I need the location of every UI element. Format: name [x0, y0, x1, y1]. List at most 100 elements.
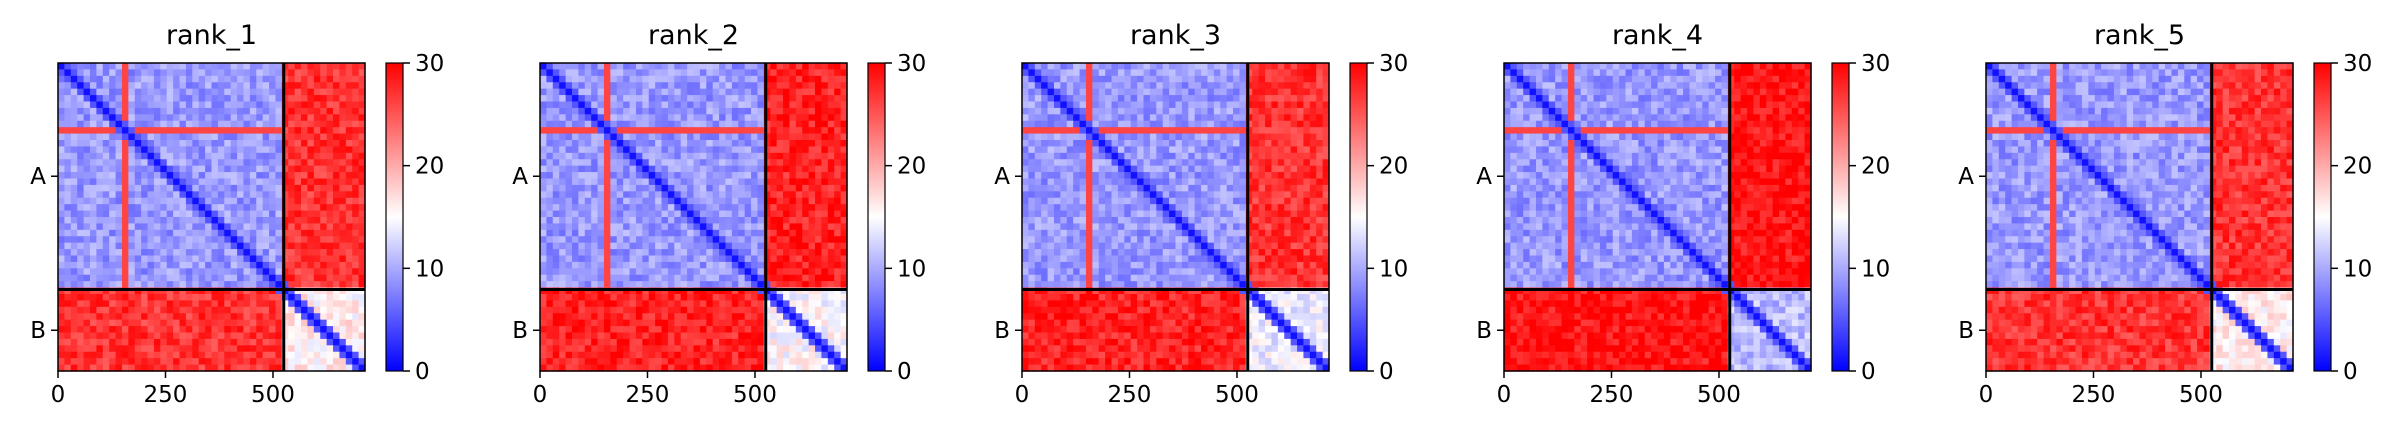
heatmap-cell: [802, 172, 809, 179]
heatmap-cell: [610, 352, 617, 359]
heatmap-cell: [327, 300, 334, 307]
heatmap-cell: [288, 198, 295, 205]
heatmap-cell: [154, 95, 161, 102]
heatmap-cell: [307, 185, 314, 192]
heatmap-cell: [243, 134, 250, 141]
heatmap-cell: [751, 82, 758, 89]
heatmap-cell: [809, 352, 816, 359]
heatmap-cell: [598, 249, 605, 256]
heatmap-cell: [630, 89, 637, 96]
heatmap-cell: [167, 102, 174, 109]
heatmap-cell: [243, 262, 250, 269]
heatmap-cell: [237, 185, 244, 192]
heatmap-cell: [218, 320, 225, 327]
heatmap-cell: [815, 262, 822, 269]
heatmap-cell: [572, 108, 579, 115]
heatmap-cell: [642, 204, 649, 211]
heatmap-cell: [585, 320, 592, 327]
heatmap-cell: [77, 121, 84, 128]
heatmap-cell: [796, 326, 803, 333]
heatmap-cell: [1137, 76, 1144, 83]
heatmap-cell: [610, 121, 617, 128]
heatmap-cell: [275, 146, 282, 153]
heatmap-cell: [1252, 76, 1259, 83]
heatmap-cell: [295, 159, 302, 166]
heatmap-cell: [796, 134, 803, 141]
heatmap-cell: [636, 121, 643, 128]
heatmap-cell: [585, 95, 592, 102]
heatmap-cell: [103, 121, 110, 128]
heatmap-cell: [135, 243, 142, 250]
heatmap-cell: [713, 249, 720, 256]
heatmap-cell: [122, 345, 129, 352]
heatmap-cell: [109, 185, 116, 192]
heatmap-cell: [116, 307, 123, 314]
heatmap-cell: [154, 153, 161, 160]
heatmap-cell: [770, 185, 777, 192]
heatmap-cell: [687, 140, 694, 147]
heatmap-cell: [617, 345, 624, 352]
heatmap-cell: [58, 256, 65, 263]
heatmap-cell: [199, 243, 206, 250]
heatmap-cell: [546, 275, 553, 282]
heatmap-cell: [642, 307, 649, 314]
heatmap-cell: [96, 262, 103, 269]
heatmap-cell: [668, 230, 675, 237]
heatmap-cell: [783, 121, 790, 128]
heatmap-cell: [103, 134, 110, 141]
heatmap-cell: [320, 236, 327, 243]
heatmap-cell: [301, 268, 308, 275]
heatmap-cell: [783, 217, 790, 224]
heatmap-cell: [757, 243, 764, 250]
heatmap-cell: [783, 236, 790, 243]
heatmap-cell: [553, 320, 560, 327]
heatmap-cell: [719, 159, 726, 166]
heatmap-cell: [186, 121, 193, 128]
heatmap-cell: [700, 268, 707, 275]
heatmap-cell: [706, 108, 713, 115]
heatmap-cell: [320, 108, 327, 115]
heatmap-cell: [199, 114, 206, 121]
heatmap-cell: [250, 204, 257, 211]
heatmap-cell: [192, 313, 199, 320]
heatmap-cell: [649, 185, 656, 192]
heatmap-cell: [719, 345, 726, 352]
heatmap-cell: [192, 179, 199, 186]
heatmap-cell: [655, 89, 662, 96]
heatmap-cell: [1118, 63, 1125, 70]
heatmap-cell: [802, 89, 809, 96]
heatmap-cell: [598, 153, 605, 160]
heatmap-cell: [630, 140, 637, 147]
heatmap-cell: [288, 89, 295, 96]
heatmap-cell: [630, 358, 637, 365]
heatmap-cell: [250, 307, 257, 314]
heatmap-cell: [224, 256, 231, 263]
heatmap-cell: [572, 198, 579, 205]
heatmap-cell: [815, 217, 822, 224]
heatmap-cell: [751, 89, 758, 96]
heatmap-cell: [834, 76, 841, 83]
heatmap-cell: [64, 275, 71, 282]
heatmap-cell: [655, 95, 662, 102]
heatmap-cell: [649, 172, 656, 179]
heatmap-cell: [1067, 82, 1074, 89]
heatmap-cell: [160, 82, 167, 89]
heatmap-cell: [339, 89, 346, 96]
heatmap-cell: [250, 114, 257, 121]
heatmap-cell: [815, 166, 822, 173]
heatmap-cell: [327, 204, 334, 211]
heatmap-cell: [681, 89, 688, 96]
heatmap-cell: [777, 211, 784, 218]
heatmap-cell: [751, 191, 758, 198]
heatmap-cell: [745, 211, 752, 218]
heatmap-cell: [598, 326, 605, 333]
heatmap-cell: [352, 153, 359, 160]
heatmap-cell: [90, 108, 97, 115]
heatmap-cell: [212, 262, 219, 269]
heatmap-cell: [713, 268, 720, 275]
heatmap-cell: [141, 236, 148, 243]
heatmap-cell: [128, 249, 135, 256]
heatmap-cell: [135, 345, 142, 352]
heatmap-cell: [732, 217, 739, 224]
heatmap-cell: [90, 223, 97, 230]
